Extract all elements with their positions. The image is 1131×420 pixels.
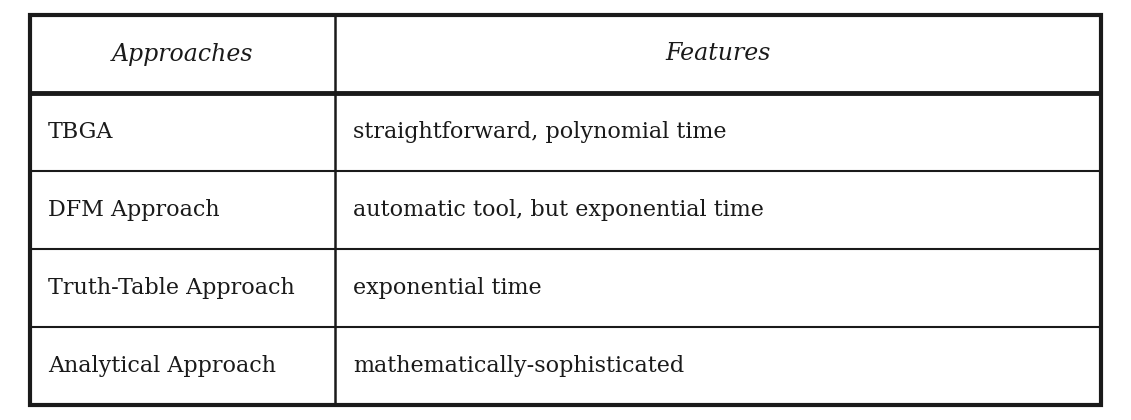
- Text: Analytical Approach: Analytical Approach: [48, 355, 276, 377]
- Text: TBGA: TBGA: [48, 121, 113, 143]
- Text: Truth-Table Approach: Truth-Table Approach: [48, 277, 295, 299]
- Text: DFM Approach: DFM Approach: [48, 199, 219, 221]
- Text: exponential time: exponential time: [353, 277, 542, 299]
- Text: automatic tool, but exponential time: automatic tool, but exponential time: [353, 199, 765, 221]
- Text: Approaches: Approaches: [112, 42, 253, 66]
- Text: Features: Features: [665, 42, 771, 66]
- Text: straightforward, polynomial time: straightforward, polynomial time: [353, 121, 727, 143]
- Text: mathematically-sophisticated: mathematically-sophisticated: [353, 355, 684, 377]
